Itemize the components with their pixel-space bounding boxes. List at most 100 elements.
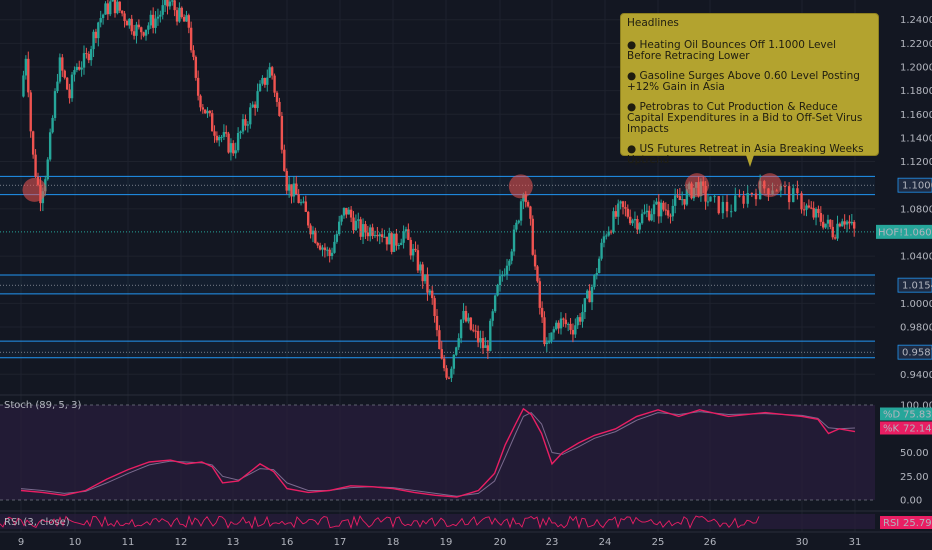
candle-body	[211, 113, 214, 132]
rsi-label-key: RSI	[883, 518, 899, 529]
candle-body	[361, 224, 365, 237]
candle-body	[607, 231, 610, 236]
candle-body	[163, 0, 167, 6]
candle-body	[423, 274, 427, 282]
highlight-circle	[22, 177, 47, 202]
candle-body	[640, 213, 644, 224]
candle-body	[175, 10, 179, 22]
level-label-bg	[897, 277, 932, 293]
candle-body	[588, 290, 591, 303]
candle-body	[31, 131, 35, 155]
candle-body	[120, 10, 124, 14]
candle-body	[814, 208, 818, 218]
candle-body	[280, 115, 284, 150]
candle-body	[440, 349, 443, 359]
candle-body	[111, 0, 114, 2]
candle-body	[621, 201, 625, 208]
candle-body	[826, 219, 830, 224]
price-tick-label: 1.0800	[900, 204, 932, 215]
candle-body	[194, 56, 198, 78]
candle-body	[24, 58, 28, 76]
stoch-d-label-key: %D	[883, 410, 901, 421]
candle-body	[533, 254, 537, 267]
candle-body	[307, 211, 310, 226]
candle-body	[302, 201, 305, 203]
candle-body	[503, 274, 506, 276]
candle-body	[402, 231, 405, 243]
candle-body	[189, 27, 193, 51]
candle-body	[82, 53, 86, 68]
candle-body	[624, 207, 627, 209]
candle-body	[683, 199, 686, 205]
candle-body	[612, 211, 615, 233]
candle-body	[489, 320, 492, 351]
candle-body	[154, 18, 157, 28]
time-tick-label: 18	[387, 537, 400, 548]
candle-body	[566, 323, 570, 325]
candle-body	[550, 332, 553, 341]
candle-body	[433, 298, 436, 316]
candle-body	[314, 230, 317, 243]
candle-body	[373, 235, 377, 237]
candle-body	[678, 196, 682, 200]
time-tick-label: 12	[175, 537, 188, 548]
candle-body	[390, 233, 393, 252]
price-tick-label: 1.2000	[900, 63, 932, 74]
candle-body	[411, 248, 415, 256]
candle-body	[531, 218, 534, 255]
candle-body	[376, 235, 379, 237]
candle-body	[467, 317, 470, 322]
candle-body	[543, 317, 546, 345]
candle-body	[643, 212, 646, 214]
candle-body	[462, 310, 465, 320]
candle-body	[352, 217, 355, 231]
time-tick-label: 13	[227, 537, 240, 548]
candle-body	[435, 315, 439, 331]
candle-body	[787, 186, 791, 203]
candle-body	[479, 338, 482, 343]
candle-body	[833, 237, 837, 239]
candle-body	[725, 201, 729, 212]
stoch-k-label-value: 72.14	[903, 424, 932, 435]
candle-body	[450, 368, 453, 378]
candle-body	[366, 232, 370, 237]
current-price-bg	[876, 224, 932, 239]
stoch-value-labels: %D 75.83%K 72.14	[880, 407, 932, 435]
stoch-k-line	[20, 407, 856, 498]
rsi-line	[0, 514, 760, 530]
candle-body	[709, 196, 712, 202]
candle-body	[557, 322, 560, 329]
candle-body	[142, 32, 145, 36]
candle-body	[404, 229, 408, 232]
candle-body	[85, 53, 88, 55]
candle-body	[397, 244, 401, 246]
candle-body	[109, 1, 112, 15]
candle-body	[258, 83, 262, 92]
candle-body	[63, 70, 66, 78]
candle-body	[645, 210, 649, 213]
candle-body	[29, 92, 32, 132]
candle-body	[251, 104, 254, 108]
level-band	[0, 275, 875, 294]
candle-body	[505, 265, 509, 275]
candle-body	[159, 14, 162, 17]
current-price-symbol: HOF!	[878, 227, 903, 238]
candle-body	[631, 220, 634, 224]
candle-body	[206, 110, 209, 114]
stoch-k-label-bg	[880, 421, 932, 435]
level-label-bg	[897, 344, 932, 360]
candle-body	[428, 290, 432, 293]
price-tick-label: 1.1200	[900, 157, 932, 168]
candle-body	[104, 3, 107, 15]
candle-body	[166, 0, 169, 7]
candle-body	[253, 104, 257, 109]
time-tick-label: 30	[796, 537, 809, 548]
candle-body	[249, 107, 252, 125]
candle-body	[187, 15, 190, 28]
candle-body	[671, 205, 675, 217]
price-tick-label: 1.2200	[900, 39, 932, 50]
candle-body	[721, 201, 725, 214]
candle-body	[58, 57, 62, 82]
candle-body	[118, 1, 121, 11]
